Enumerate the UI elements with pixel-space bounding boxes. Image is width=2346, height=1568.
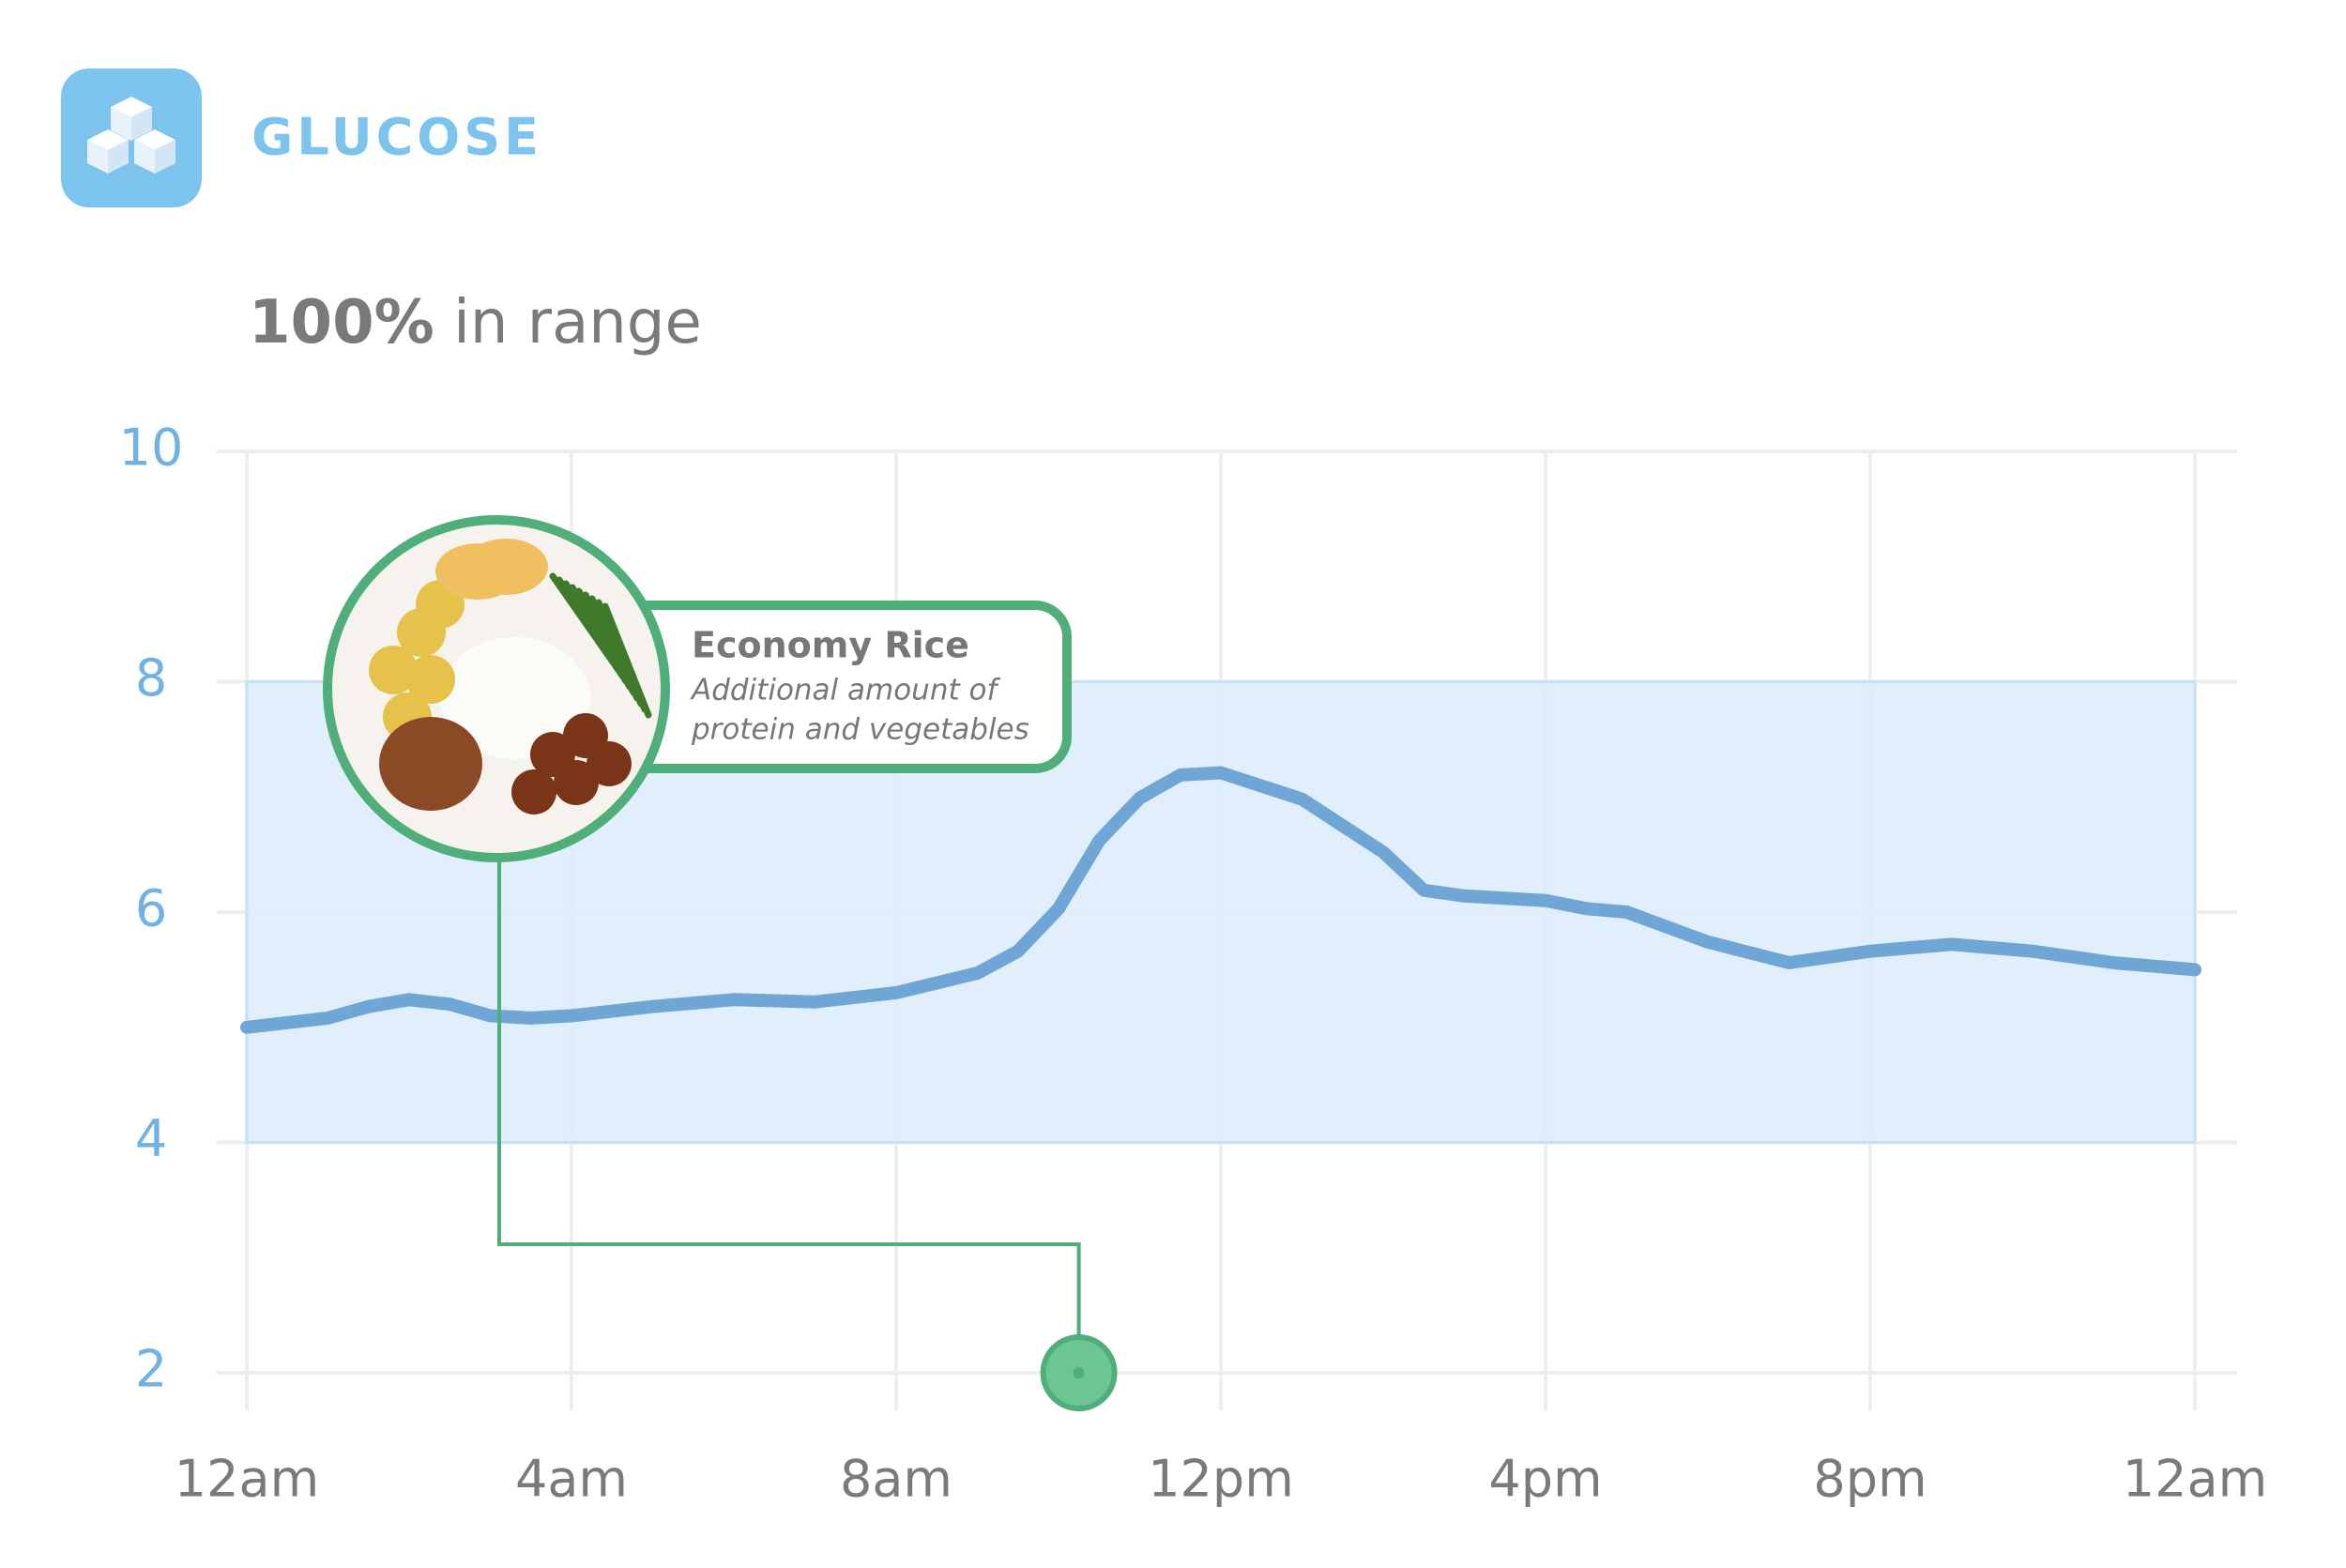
x-tick-label: 4am: [515, 1450, 628, 1509]
x-tick-label: 12pm: [1148, 1450, 1294, 1509]
event-marker-dot: [1073, 1367, 1085, 1378]
egg: [464, 539, 548, 595]
green-bean: [602, 602, 652, 719]
tofu: [406, 655, 455, 704]
chicken: [511, 769, 556, 814]
summary-value: 100%: [249, 288, 434, 358]
x-tick-label: 8pm: [1813, 1450, 1927, 1509]
plot: 2 4 6 8 10 12am 4am 8am 12pm 4pm 8pm 12am Economy Ri…: [119, 419, 2268, 1509]
food-photo: [323, 515, 670, 862]
event-title: Economy Rice: [692, 625, 969, 666]
x-tick-label: 12am: [2123, 1450, 2267, 1509]
y-tick-label: 2: [135, 1340, 167, 1399]
x-tick-label: 4pm: [1488, 1450, 1602, 1509]
fried-item: [379, 717, 482, 811]
x-tick-label: 12am: [175, 1450, 319, 1509]
chicken: [586, 741, 632, 786]
event-connector: [497, 858, 1081, 1373]
y-tick-label: 6: [135, 879, 167, 938]
glucose-line: [240, 766, 2201, 1034]
tofu: [369, 646, 418, 694]
event-description: Additional amount of: [690, 674, 1000, 708]
y-tick-label: 10: [119, 419, 184, 478]
y-tick-label: 4: [135, 1109, 167, 1168]
x-tick-label: 8am: [840, 1450, 952, 1509]
app-icon: [61, 69, 202, 207]
y-tick-label: 8: [135, 648, 167, 708]
summary: 100% in range: [249, 288, 702, 358]
summary-label: in range: [453, 288, 702, 358]
event-description: protein and vegetables: [691, 713, 1029, 747]
chicken: [554, 760, 599, 805]
rice: [440, 637, 590, 759]
chart-title: GLUCOSE: [251, 108, 542, 167]
